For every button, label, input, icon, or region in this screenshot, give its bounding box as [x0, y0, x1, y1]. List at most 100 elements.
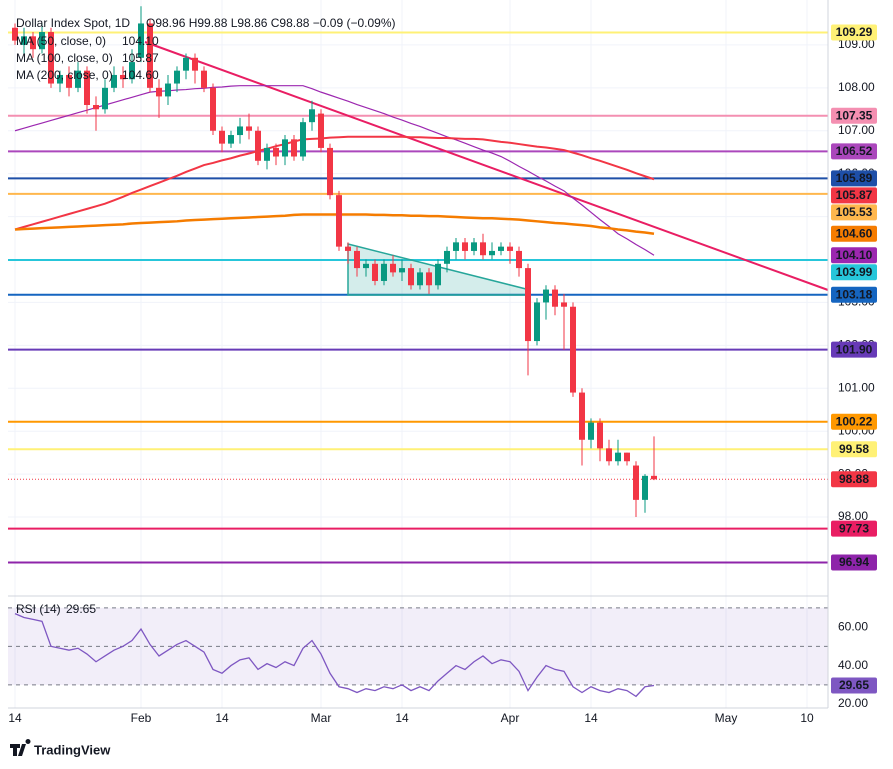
legend-entry: MA (50, close, 0) [16, 34, 106, 48]
candle-body [372, 263, 378, 281]
candle-body [651, 475, 657, 480]
legend-value: 105.87 [122, 51, 159, 65]
brand: TradingView [10, 739, 111, 757]
rsi-panel [8, 607, 828, 686]
moving-average [14, 135, 655, 231]
candle-body [291, 139, 297, 157]
candle-body [606, 448, 612, 462]
price-label: 100.22 [836, 414, 873, 428]
candle-body [93, 105, 99, 110]
candle-body [111, 74, 117, 88]
x-tick-label: 14 [215, 711, 229, 725]
candle-body [642, 475, 648, 500]
candle-body [192, 57, 198, 71]
candle-body [255, 130, 261, 161]
x-tick-label: Mar [311, 711, 332, 725]
price-label: 105.87 [836, 188, 873, 202]
price-label: 109.29 [836, 25, 873, 39]
price-label-box [831, 225, 877, 242]
candle-body [615, 452, 621, 462]
price-label: 104.60 [836, 226, 873, 240]
candle-body [534, 302, 540, 342]
candle-body [30, 36, 36, 50]
price-label-box [831, 471, 877, 488]
moving-averages [14, 85, 655, 698]
candle-body [489, 250, 495, 256]
candle-body [633, 465, 639, 500]
x-tick-label: Feb [131, 711, 152, 725]
y-tick-label: 109.00 [838, 37, 875, 51]
rsi-line [14, 613, 655, 698]
candle-body [165, 83, 171, 97]
price-label: 98.88 [839, 472, 869, 486]
candle-body [327, 147, 333, 196]
candle-body [246, 126, 252, 131]
candle-body [201, 70, 207, 88]
price-label: 106.52 [836, 144, 873, 158]
candle-body [507, 246, 513, 251]
candle-body [129, 62, 135, 80]
price-label-box [831, 413, 877, 430]
candle-body [183, 57, 189, 71]
candle-body [480, 242, 486, 256]
candle-body [12, 27, 18, 41]
candle-body [579, 392, 585, 440]
legend-value: 104.10 [122, 34, 159, 48]
x-tick-label: 14 [8, 711, 22, 725]
x-tick-label: 14 [584, 711, 598, 725]
ohlc-text: O98.96 H99.88 L98.86 C98.88 −0.09 (−0.09… [146, 16, 396, 30]
candle-body [570, 306, 576, 393]
candle-body [390, 263, 396, 273]
price-label: 103.18 [836, 287, 873, 301]
candle-body [210, 87, 216, 131]
price-label-box [831, 170, 877, 187]
x-tick-label: 10 [800, 711, 814, 725]
price-labels: 109.29 107.35 106.52 105.89 105.87 105.53 104.… [831, 24, 877, 694]
trend-line [144, 41, 829, 291]
x-tick-label: May [715, 711, 738, 725]
brand-name: TradingView [34, 742, 111, 757]
price-label: 104.10 [836, 248, 873, 262]
candle-body [345, 246, 351, 251]
legend: Dollar Index Spot, 1D O98.96 H99.88 L98.… [16, 16, 396, 616]
candle-body [282, 139, 288, 157]
price-label: 105.89 [836, 171, 873, 185]
rsi-legend-name: RSI (14) [16, 602, 61, 616]
price-label-box [831, 554, 877, 571]
candle-body [552, 289, 558, 307]
legend-entry: MA (100, close, 0) [16, 51, 113, 65]
candle-body [561, 302, 567, 307]
price-label: 99.58 [839, 442, 869, 456]
legend-value: 104.60 [122, 68, 159, 82]
price-label-box [831, 204, 877, 221]
candle-body [156, 87, 162, 97]
candle-body [498, 246, 504, 251]
candle-body [309, 109, 315, 123]
candle-body [471, 242, 477, 251]
candle-body [48, 32, 54, 84]
rsi-tick-label: 20.00 [838, 696, 868, 710]
candle-body [273, 147, 279, 157]
rsi-tick-label: 60.00 [838, 619, 868, 633]
candle-body [39, 32, 45, 50]
candle-body [138, 23, 144, 58]
y-tick-label: 101.00 [838, 380, 875, 394]
candle-body [21, 36, 27, 45]
candle-body [57, 74, 63, 84]
price-label-box [831, 677, 877, 694]
candle-body [147, 23, 153, 88]
moving-average [14, 85, 655, 256]
price-label-box [831, 143, 877, 160]
x-tick-label: Apr [501, 711, 520, 725]
candle-body [84, 70, 90, 105]
candle-body [426, 272, 432, 286]
candle-body [102, 87, 108, 110]
candle-body [588, 422, 594, 440]
candle-body [516, 250, 522, 269]
price-label-box [831, 441, 877, 458]
price-label: 101.90 [836, 342, 873, 356]
price-label: 97.73 [839, 521, 869, 535]
price-label-box [831, 187, 877, 204]
